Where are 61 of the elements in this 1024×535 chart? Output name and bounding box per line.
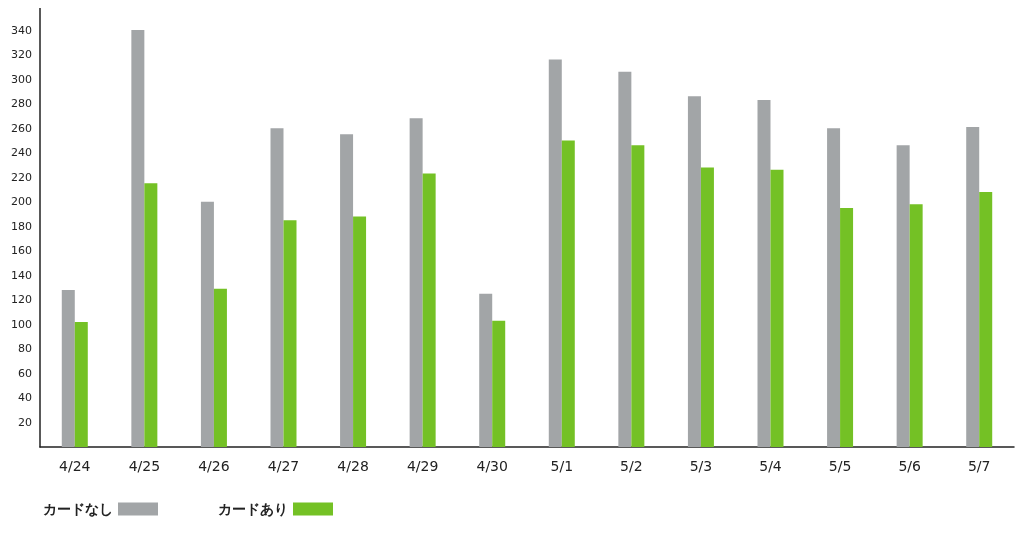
y-tick-label: 220 [11, 170, 32, 184]
y-tick-label: 280 [11, 97, 32, 111]
x-tick-label: 5/2 [620, 458, 643, 474]
y-tick-label: 340 [11, 23, 32, 37]
bar [631, 145, 645, 447]
y-tick-label: 200 [11, 195, 32, 209]
bar [548, 59, 562, 447]
bar [687, 96, 701, 447]
bar [213, 288, 227, 447]
bar [422, 173, 436, 447]
x-tick-label: 5/7 [967, 458, 991, 474]
bar [979, 191, 993, 447]
y-tick-label: 120 [11, 293, 32, 307]
bar [618, 71, 632, 447]
bar [479, 293, 493, 447]
legend-label: カードあり [218, 501, 288, 517]
x-tick-label: 4/28 [337, 458, 369, 474]
bar [283, 220, 297, 447]
bar [409, 118, 423, 447]
x-tick-label: 5/3 [689, 458, 713, 474]
y-tick-label: 160 [11, 244, 32, 258]
y-tick-label: 100 [11, 317, 32, 331]
bar [492, 320, 506, 447]
bar [770, 169, 784, 447]
y-tick-label: 300 [11, 72, 32, 86]
x-tick-label: 4/26 [198, 458, 230, 474]
y-tick-label: 20 [18, 415, 32, 429]
y-tick-label: 140 [11, 268, 32, 282]
y-tick-label: 240 [11, 146, 32, 160]
bar [909, 204, 923, 447]
x-tick-label: 4/27 [267, 458, 300, 474]
bar [966, 126, 980, 447]
x-tick-label: 4/30 [476, 458, 508, 474]
x-tick-label: 5/1 [550, 458, 574, 474]
y-tick-label: 260 [11, 121, 32, 135]
x-tick-label: 4/24 [59, 458, 91, 474]
y-tick-label: 320 [11, 48, 32, 62]
bar [757, 99, 771, 447]
bar [896, 145, 910, 447]
bar [700, 167, 714, 447]
bar [61, 290, 75, 447]
x-tick-label: 5/6 [898, 458, 921, 474]
y-tick-label: 80 [18, 342, 32, 356]
bar [131, 30, 145, 447]
bar [561, 140, 575, 447]
y-tick-label: 180 [11, 219, 32, 233]
bar [144, 183, 158, 447]
bar [840, 207, 854, 447]
bar [200, 201, 214, 447]
y-tick-label: 60 [18, 366, 32, 380]
bar [827, 128, 841, 447]
bar [270, 128, 284, 447]
x-tick-label: 5/5 [828, 458, 852, 474]
y-tick-label: 40 [18, 391, 32, 405]
x-tick-label: 4/29 [406, 458, 439, 474]
bar [340, 134, 354, 447]
bar [353, 216, 367, 447]
x-tick-label: 4/25 [128, 458, 161, 474]
x-tick-label: 5/4 [759, 458, 782, 474]
legend-label: カードなし [43, 501, 113, 517]
bar [74, 321, 88, 447]
